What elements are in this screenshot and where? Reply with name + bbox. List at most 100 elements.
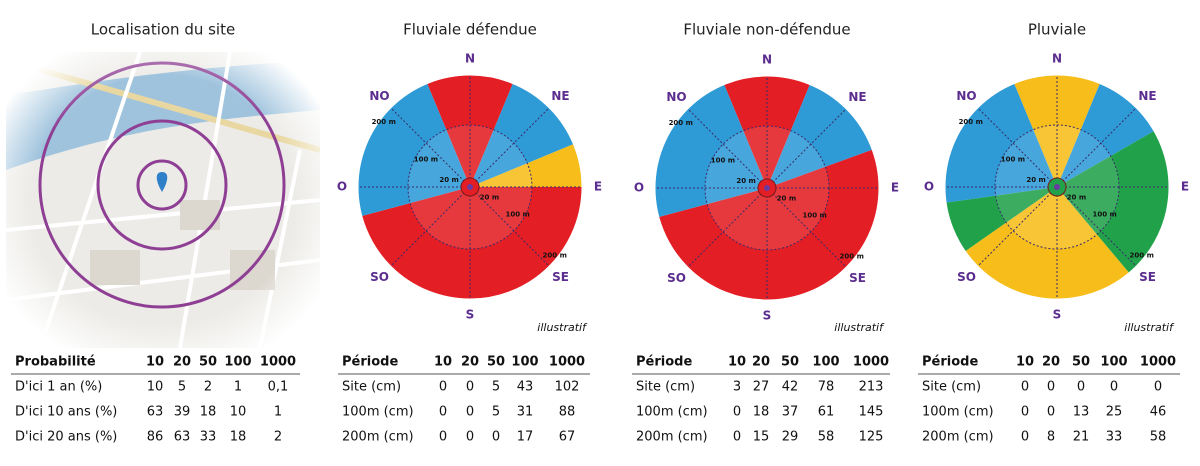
sector: [358, 83, 470, 216]
direction-label: S: [763, 309, 772, 323]
cell: 5: [492, 380, 500, 395]
radial-line: [469, 186, 550, 267]
direction-label: NE: [551, 89, 569, 103]
cell: 5: [178, 380, 186, 395]
radial-line: [766, 108, 847, 189]
cell: 46: [1150, 405, 1167, 420]
cell: 63: [174, 430, 191, 445]
cell: 213: [859, 380, 884, 395]
direction-label: E: [891, 181, 899, 195]
cell: D'ici 1 an (%): [15, 380, 102, 395]
rose: [944, 74, 1170, 300]
header-cell: 100: [1100, 355, 1127, 370]
header-cell: 20: [1042, 355, 1060, 370]
ring-label: 100 m: [414, 155, 438, 163]
ring-label: 20 m: [1026, 176, 1045, 184]
header-cell: 10: [146, 355, 164, 370]
direction-label: SO: [667, 271, 686, 285]
cell: 33: [200, 430, 217, 445]
header-cell: 20: [461, 355, 479, 370]
radial-line: [1056, 186, 1137, 267]
direction-label: SO: [370, 270, 389, 284]
cell: 5: [492, 405, 500, 420]
cell: 86: [147, 430, 164, 445]
cell: 0: [439, 405, 447, 420]
ring-label: 20 m: [736, 177, 755, 185]
cell: 21: [1073, 430, 1090, 445]
map: [6, 52, 320, 348]
ring-label: 100 m: [711, 156, 735, 164]
cell: 63: [147, 405, 164, 420]
header-cell: 1000: [1140, 355, 1176, 370]
outline: [944, 74, 1170, 300]
header-cell: 20: [752, 355, 770, 370]
cell: Site (cm): [922, 380, 981, 395]
cell: 61: [818, 405, 835, 420]
header-cell: 1000: [549, 355, 585, 370]
header-cell: 100: [224, 355, 251, 370]
cell: 10: [230, 405, 247, 420]
direction-label: SE: [552, 270, 569, 284]
note: illustratif: [1124, 321, 1175, 334]
note: illustratif: [537, 321, 588, 334]
radial-line: [977, 107, 1058, 188]
table: Période 10 20 50 100 1000 Site (cm) 3 27 42 78 213 1…: [632, 355, 890, 445]
map-title: Localisation du site: [91, 21, 235, 39]
cell: 0: [466, 405, 474, 420]
cell: 37: [782, 405, 799, 420]
radial-line: [469, 107, 550, 188]
ring-label: 100 m: [1092, 211, 1116, 219]
cell: D'ici 10 ans (%): [15, 405, 117, 420]
ring-label: 100 m: [802, 212, 826, 220]
cell: 67: [559, 430, 576, 445]
direction-label: O: [634, 181, 644, 195]
sector: [1057, 83, 1154, 187]
cell: 200m (cm): [636, 430, 708, 445]
cell: 0: [492, 430, 500, 445]
radial-line: [977, 186, 1058, 267]
ring-label: 20 m: [777, 194, 796, 202]
rose-title: Pluviale: [1028, 21, 1086, 39]
direction-label: SO: [957, 270, 976, 284]
cell: 0: [1047, 405, 1055, 420]
header-cell: 50: [781, 355, 799, 370]
ring-label: 100 m: [1001, 155, 1025, 163]
site: [467, 184, 473, 190]
site: [1054, 184, 1060, 190]
direction-label: SE: [1139, 270, 1156, 284]
direction-label: SE: [849, 271, 866, 285]
cell: 125: [859, 430, 884, 445]
rose: [654, 75, 880, 301]
cell: 25: [1106, 405, 1123, 420]
site: [764, 185, 770, 191]
cell: 100m (cm): [342, 405, 414, 420]
header-cell: 100: [511, 355, 538, 370]
cell: 0,1: [268, 380, 289, 395]
cell: Site (cm): [636, 380, 695, 395]
table: Période 10 20 50 100 1000 Site (cm) 0 0 0 0 0 100m (…: [918, 355, 1180, 445]
cell: 1: [234, 380, 242, 395]
sector: [361, 187, 582, 300]
header-cell: Période: [922, 355, 978, 370]
cell: 102: [555, 380, 580, 395]
direction-label: E: [594, 180, 602, 194]
ring-label: 20 m: [480, 193, 499, 201]
sector: [1057, 131, 1169, 273]
sector: [658, 149, 879, 300]
direction-label: S: [1053, 308, 1062, 322]
header-cell: 20: [173, 355, 191, 370]
ring-label: 100 m: [505, 211, 529, 219]
cell: 0: [1154, 380, 1162, 395]
cell: 42: [782, 380, 799, 395]
cell: 2: [274, 430, 282, 445]
cell: 0: [1021, 430, 1029, 445]
cell: 100m (cm): [922, 405, 994, 420]
sector: [470, 144, 582, 187]
cell: 18: [200, 405, 217, 420]
cell: 43: [517, 380, 534, 395]
direction-label: N: [465, 52, 475, 66]
header-cell: 10: [434, 355, 452, 370]
cell: D'ici 20 ans (%): [15, 430, 117, 445]
header-cell: 10: [728, 355, 746, 370]
